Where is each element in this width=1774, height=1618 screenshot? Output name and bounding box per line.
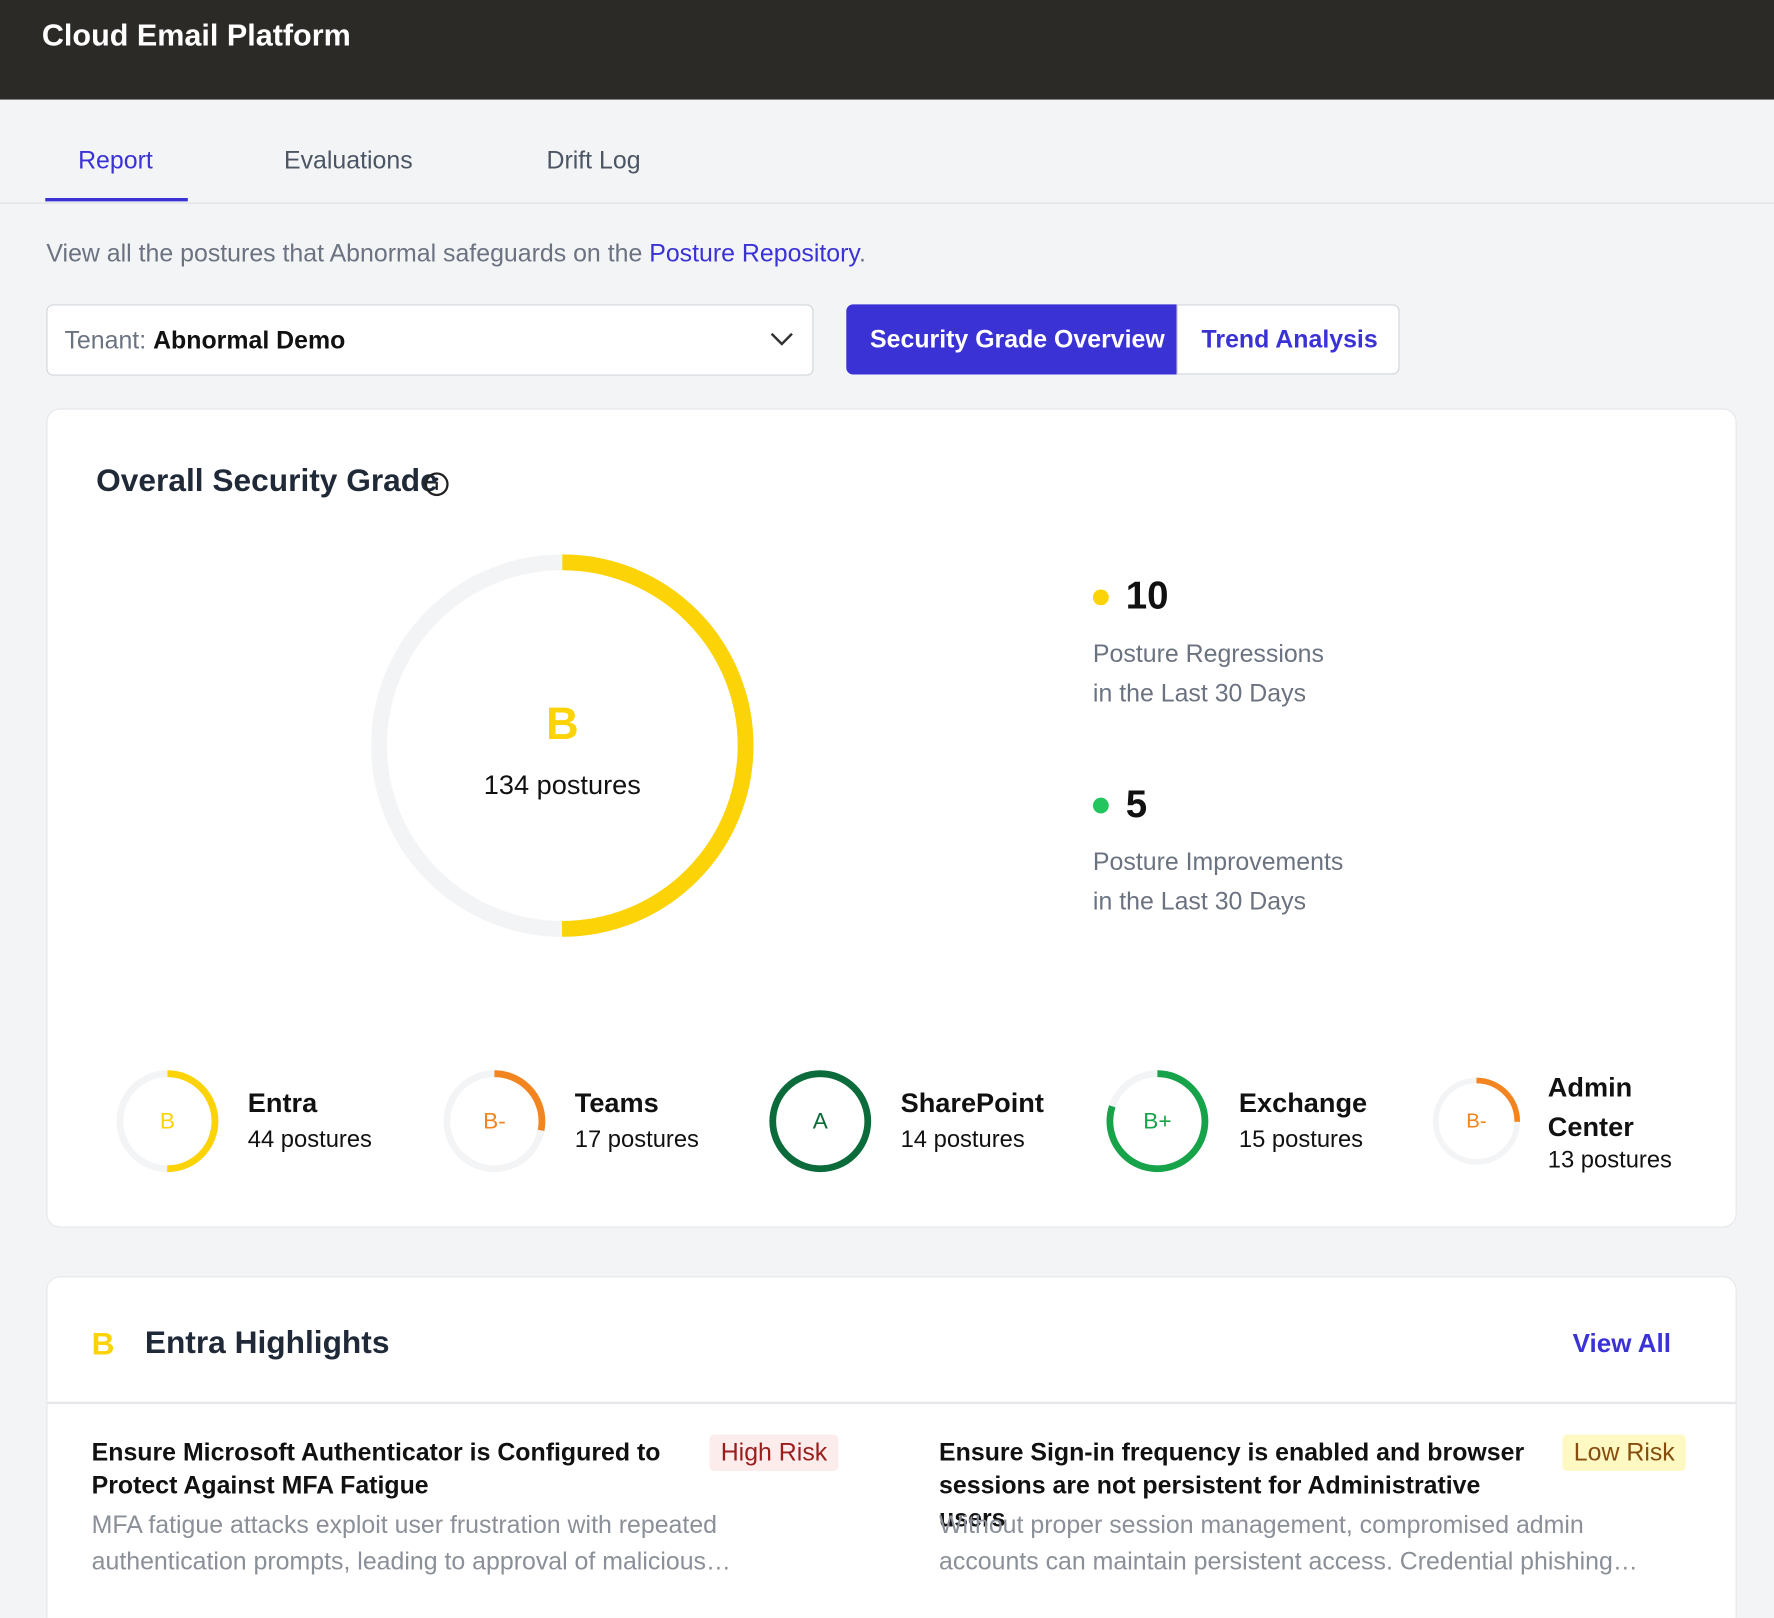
ring-grade: B- [483, 1108, 506, 1133]
intro-end: . [859, 238, 866, 268]
card-title: Entra Highlights [144, 1324, 390, 1360]
tenant-select[interactable]: Tenant: Abnormal Demo [46, 304, 814, 376]
stat-label: Posture Regressions [1092, 639, 1324, 668]
ring: B- [1432, 1077, 1521, 1165]
service-name: SharePoint [900, 1088, 1044, 1119]
dot [1092, 797, 1109, 814]
service-name: Teams [574, 1088, 659, 1119]
item-description: MFA fatigue attacks exploit user frustra… [91, 1510, 731, 1575]
ring: B [116, 1070, 219, 1173]
ring-grade: A [813, 1108, 829, 1133]
app-title: Cloud Email Platform [41, 18, 351, 53]
ring-grade: B [160, 1108, 175, 1133]
tab[interactable]: Report [78, 145, 153, 175]
card-title: Overall Security Grade [96, 462, 438, 498]
dot [1092, 589, 1109, 606]
grade: B [91, 1326, 115, 1362]
stat-label: Posture Improvements [1092, 847, 1344, 876]
tab[interactable]: Evaluations [283, 145, 413, 175]
intro: View all the postures that Abnormal safe… [46, 239, 866, 268]
grade-ring [371, 554, 754, 937]
divider [47, 1401, 1736, 1405]
ring-grade: B+ [1143, 1108, 1171, 1133]
tab-underline [45, 197, 188, 202]
stat-label: in the Last 30 Days [1092, 678, 1307, 708]
service-postures: 15 postures [1238, 1126, 1364, 1153]
ring: B+ [1106, 1070, 1209, 1173]
postures: 134 postures [483, 770, 641, 802]
service-rings: B B- A B+ B- [116, 1070, 1521, 1173]
item-title[interactable]: Ensure Sign-in frequency is enabled and … [939, 1438, 1525, 1532]
service-postures: 14 postures [900, 1126, 1025, 1153]
grade-card [46, 408, 1737, 1228]
service-postures: 17 postures [574, 1126, 699, 1153]
service-name: Exchange [1238, 1088, 1368, 1119]
stat-label: in the Last 30 Days [1092, 887, 1307, 916]
toggle-label: Security Grade Overview [870, 324, 1165, 353]
intro-text: View all the postures that Abnormal safe… [46, 238, 650, 268]
item-description: Without proper session management, compr… [939, 1510, 1638, 1575]
service-postures: 44 postures [247, 1126, 372, 1153]
tenant-label: Tenant: [64, 325, 147, 355]
link[interactable]: Posture Repository [649, 238, 860, 268]
risk-badge: Low Risk [1562, 1434, 1687, 1471]
ring-grade: B- [1466, 1111, 1486, 1133]
ring: A [769, 1070, 872, 1173]
highlights-card [46, 1276, 1737, 1618]
grade: B [545, 699, 579, 749]
ring: B- [443, 1070, 546, 1173]
tenant-text: Tenant: Abnormal Demo [64, 326, 345, 355]
risk-badge: High Risk [709, 1434, 839, 1471]
toggle[interactable] [1176, 304, 1400, 375]
stat-value: 5 [1125, 782, 1148, 826]
service-name: Entra [247, 1088, 318, 1119]
tab-divider [0, 202, 1774, 204]
info-icon[interactable] [424, 472, 451, 499]
toggle-label: Trend Analysis [1201, 324, 1378, 353]
service-postures: 13 postures [1547, 1147, 1672, 1174]
item-title[interactable]: Ensure Microsoft Authenticator is Config… [91, 1438, 661, 1500]
tenant-value: Abnormal Demo [153, 325, 346, 355]
top-bar [0, 0, 1774, 100]
service-name: Admin Center [1547, 1072, 1634, 1143]
toggle-active[interactable] [846, 304, 1177, 375]
tab[interactable]: Drift Log [546, 145, 641, 175]
chevron [770, 332, 793, 346]
stat-value: 10 [1125, 574, 1169, 618]
view-all[interactable]: View All [1572, 1328, 1672, 1358]
